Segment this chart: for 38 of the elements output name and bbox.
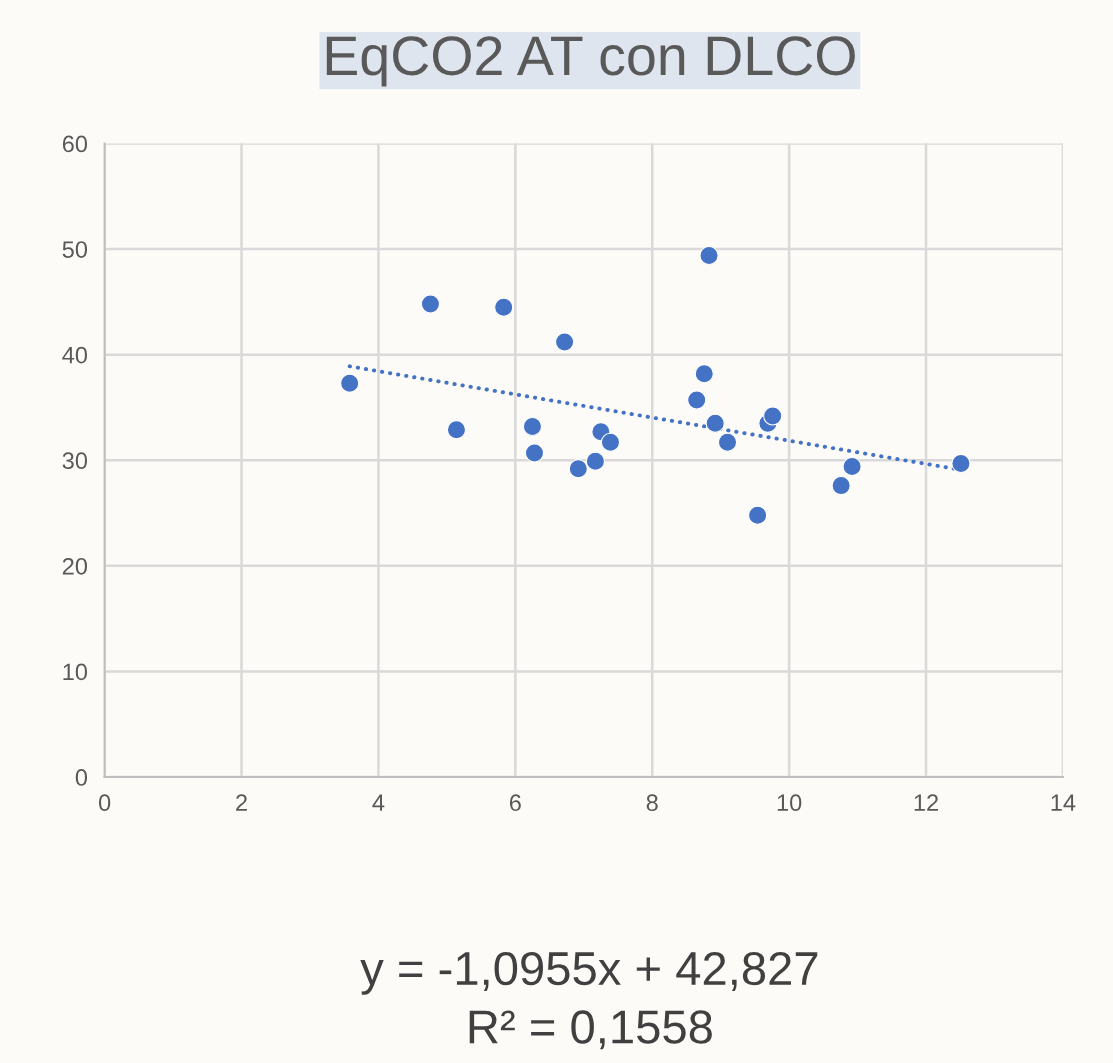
y-tick-label: 0 (75, 769, 88, 786)
y-tick-label: 40 (62, 346, 88, 364)
x-tick-label: 12 (914, 794, 938, 811)
x-tick-label: 8 (646, 794, 658, 812)
point (600, 432, 621, 452)
point (585, 451, 606, 471)
x-tick-label: 0 (98, 794, 111, 812)
point (340, 373, 360, 393)
point (699, 245, 719, 266)
point (524, 443, 545, 463)
y-tick-label: 60 (62, 135, 88, 153)
point (420, 294, 441, 314)
point (554, 332, 575, 352)
point (522, 416, 543, 437)
y-tick-label: 30 (62, 452, 88, 470)
text: R² = 0,1558 (469, 1010, 712, 1050)
point (568, 459, 588, 479)
point (717, 432, 738, 452)
x-tick-label: 14 (1051, 794, 1076, 811)
y-tick-label: 20 (62, 557, 88, 575)
point (831, 476, 851, 496)
chart-title: EqCO2 AT con DLCO (326, 36, 855, 87)
y-tick-label: 50 (62, 241, 88, 258)
x-tick-label: 4 (372, 794, 385, 811)
point (842, 457, 862, 477)
point (763, 406, 783, 426)
point (446, 420, 467, 440)
x-tick-label: 6 (509, 794, 521, 812)
text: y = -1,0955x + 42,827 (360, 951, 818, 995)
point (705, 413, 725, 433)
x-tick-label: 10 (777, 794, 802, 812)
point (748, 505, 768, 525)
point (694, 364, 714, 384)
point (494, 297, 514, 317)
x-tick-label: 2 (236, 794, 247, 811)
y-tick-label: 10 (63, 663, 88, 681)
point (687, 390, 707, 410)
point (951, 453, 971, 474)
